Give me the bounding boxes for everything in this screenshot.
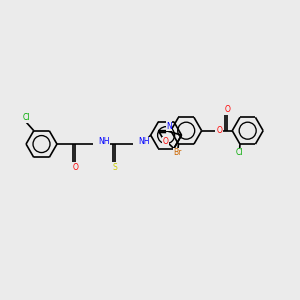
Text: S: S [112, 163, 117, 172]
Text: Cl: Cl [236, 148, 243, 157]
Text: O: O [224, 105, 230, 114]
Text: O: O [72, 163, 78, 172]
Text: O: O [217, 126, 223, 135]
Text: NH: NH [98, 137, 110, 146]
Text: NH: NH [138, 137, 149, 146]
Text: Cl: Cl [22, 113, 30, 122]
Text: O: O [162, 137, 168, 146]
Text: N: N [166, 122, 172, 131]
Text: Br: Br [174, 148, 182, 157]
